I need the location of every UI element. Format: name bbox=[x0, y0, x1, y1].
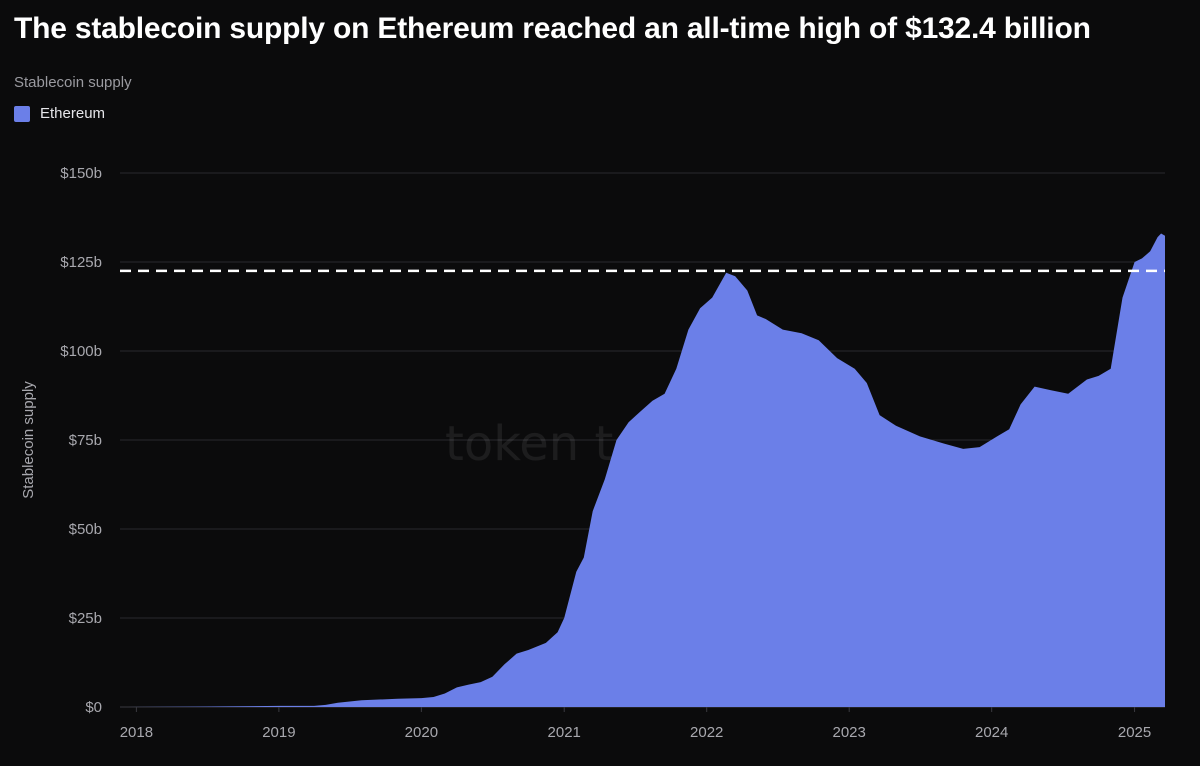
x-tick-label: 2019 bbox=[262, 724, 295, 741]
x-tick-label: 2022 bbox=[690, 724, 723, 741]
legend-swatch-ethereum bbox=[14, 105, 30, 122]
area-ethereum bbox=[120, 233, 1165, 707]
x-tick-label: 2024 bbox=[975, 724, 1008, 741]
y-tick-label: $50b bbox=[69, 521, 102, 538]
chart-subtitle: Stablecoin supply bbox=[14, 74, 132, 91]
x-tick-label: 2020 bbox=[405, 724, 438, 741]
y-tick-label: $25b bbox=[69, 610, 102, 627]
y-axis-title: Stablecoin supply bbox=[20, 381, 37, 499]
x-axis-ticks: 2018 2019 2020 2021 2022 2023 2024 2025 bbox=[120, 707, 1151, 741]
chart-title: The stablecoin supply on Ethereum reache… bbox=[14, 12, 1091, 45]
series-area-ethereum bbox=[120, 233, 1165, 707]
y-axis-ticks: $0 $25b $50b $75b $100b $125b $150b bbox=[60, 165, 102, 716]
y-tick-label: $125b bbox=[60, 254, 102, 271]
x-tick-label: 2021 bbox=[548, 724, 581, 741]
x-tick-label: 2025 bbox=[1118, 724, 1151, 741]
y-tick-label: $0 bbox=[85, 699, 102, 716]
y-tick-label: $100b bbox=[60, 343, 102, 360]
y-tick-label: $150b bbox=[60, 165, 102, 182]
legend-label-ethereum: Ethereum bbox=[40, 105, 106, 122]
x-tick-label: 2023 bbox=[833, 724, 866, 741]
legend: Ethereum bbox=[14, 105, 105, 122]
y-tick-label: $75b bbox=[69, 432, 102, 449]
x-tick-label: 2018 bbox=[120, 724, 153, 741]
